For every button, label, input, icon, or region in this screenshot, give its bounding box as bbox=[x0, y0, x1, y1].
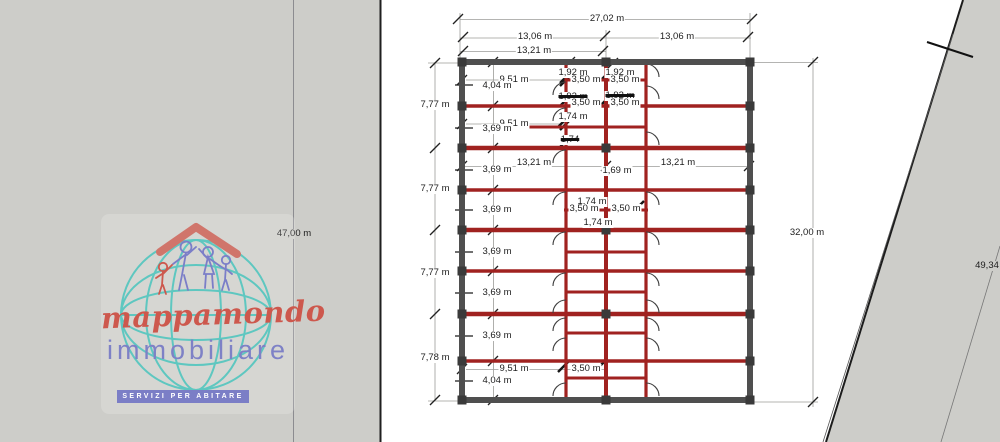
right-boundary-dimension-line bbox=[940, 245, 1000, 442]
dimension-label: 1,74 m bbox=[576, 196, 608, 208]
dimension-label: 13,06 m bbox=[516, 31, 554, 43]
dimension-label: 49,34 bbox=[974, 260, 1000, 272]
right-parcel-area bbox=[826, 0, 1000, 442]
wall-posts bbox=[457, 57, 755, 405]
dimension-label: 3,50 m bbox=[568, 203, 600, 215]
dimension-label: 9,51 m bbox=[498, 74, 530, 86]
dimension-label: 1,92 m bbox=[604, 67, 636, 79]
dimension-label: 3,69 m bbox=[481, 287, 513, 299]
dimension-label: 7,78 m bbox=[419, 352, 451, 364]
dimension-label: 3,50 m bbox=[570, 97, 602, 109]
roof-icon bbox=[156, 223, 241, 258]
dimension-label: 3,69 m bbox=[481, 164, 513, 176]
family-icon bbox=[172, 240, 233, 291]
dimension-label: 9,51 m bbox=[498, 118, 530, 130]
site-boundaries bbox=[293, 0, 1000, 442]
logo-main-text: immobiliare bbox=[106, 335, 290, 365]
dimension-label: 1,92 m bbox=[557, 91, 589, 103]
dimension-label: 1,74 bbox=[559, 134, 581, 146]
dimension-label: 3,50 m bbox=[609, 74, 641, 86]
dimension-label: 3,50 m bbox=[609, 97, 641, 109]
dimension-label: 13,21 m bbox=[515, 45, 553, 57]
right-parcel-inner-edge bbox=[822, 33, 954, 442]
child-figure-icon bbox=[155, 261, 173, 295]
dimension-label: 1,92 m bbox=[557, 67, 589, 79]
dimension-label: 3,69 m bbox=[481, 123, 513, 135]
dimension-label: 1,92 m bbox=[604, 90, 636, 102]
dimension-label: 13,21 m bbox=[515, 157, 553, 169]
dimension-label: 3,50 m bbox=[610, 203, 642, 215]
dimension-label: 47,00 m bbox=[275, 228, 313, 240]
dimension-label: 1,74 m bbox=[582, 217, 614, 229]
dimension-label: 1,74 m bbox=[557, 111, 589, 123]
dimension-label: 3,69 m bbox=[481, 330, 513, 342]
dimension-label: 3,50 m bbox=[570, 74, 602, 86]
boundary-tick bbox=[926, 41, 974, 58]
dimension-label: 3,69 m bbox=[481, 204, 513, 216]
dimension-label: 13,21 m bbox=[659, 157, 697, 169]
logo-graphic bbox=[120, 223, 272, 391]
dimension-label: 4,04 m bbox=[481, 375, 513, 387]
dimension-label: 1,69 m bbox=[601, 165, 633, 177]
dimension-label: 7,77 m bbox=[419, 99, 451, 111]
dimension-label: 9,51 m bbox=[498, 363, 530, 375]
dimension-label: 3,50 m bbox=[570, 363, 602, 375]
site-area-left bbox=[0, 0, 380, 442]
agency-logo: mappamondo immobiliare SERVIZI PER ABITA… bbox=[100, 214, 327, 414]
dimension-label: 27,02 m bbox=[588, 13, 626, 25]
logo-tagline-banner: SERVIZI PER ABITARE bbox=[117, 390, 249, 403]
dimension-label: 32,00 m bbox=[788, 227, 826, 239]
dimension-label: 13,06 m bbox=[658, 31, 696, 43]
dimension-label: 7,77 m bbox=[419, 267, 451, 279]
dimension-label: 3,69 m bbox=[481, 246, 513, 258]
logo-script-text: mappamondo bbox=[100, 293, 327, 336]
dimension-label: 7,77 m bbox=[419, 183, 451, 195]
door-swings bbox=[552, 63, 660, 397]
dimension-label: 4,04 m bbox=[481, 80, 513, 92]
